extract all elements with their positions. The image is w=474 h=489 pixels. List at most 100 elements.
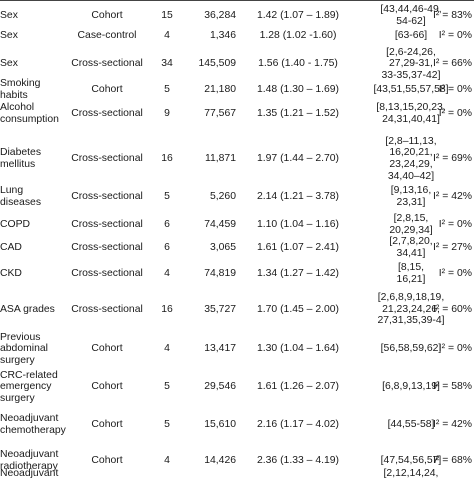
references-cell: [2,7,8,20, 34,41] — [370, 236, 452, 259]
risk-factor-cell-line: Neoadjuvant — [0, 413, 59, 425]
references-cell-line: 34,41] — [396, 247, 426, 259]
risk-factor-cell-line: consumption — [0, 114, 59, 125]
heterogeneity-cell-text: I² = 0% — [438, 218, 472, 230]
odds-ratio-cell: 1.34 (1.27 – 1.42) — [246, 259, 350, 289]
references-cell-line: [6,8,9,13,19] — [382, 381, 440, 393]
risk-factor-cell-line: CRC-related — [0, 369, 58, 381]
study-design-cell-text: Cross-sectional — [71, 303, 143, 315]
study-count-cell-text: 6 — [164, 241, 170, 253]
study-count-cell-text: 34 — [161, 58, 173, 70]
top-rule — [0, 0, 474, 1]
risk-factor-cell-line: ASA grades — [0, 303, 55, 315]
study-count-cell: 5 — [152, 406, 182, 444]
study-design-cell: Cohort — [62, 444, 152, 478]
risk-factor-cell: Lung diseases — [0, 181, 62, 213]
risk-factor-cell-line: COPD — [0, 218, 31, 230]
study-count-cell: 9 — [152, 99, 182, 129]
references-cell: [56,58,59,62] — [370, 330, 452, 368]
population-cell: 29,546 — [186, 368, 236, 406]
heterogeneity-cell — [420, 459, 474, 489]
references-cell: [2,8,15, 20,29,34] — [370, 213, 452, 236]
references-cell-line: 23,24,29, — [389, 159, 433, 170]
risk-factor-cell: CRC-related emergency surgery — [0, 368, 62, 406]
study-design-cell: Cross-sectional — [62, 259, 152, 289]
odds-ratio-cell: 1.61 (1.26 – 2.07) — [246, 368, 350, 406]
population-cell-text: 1,346 — [209, 30, 236, 42]
heterogeneity-cell: I² = 0% — [420, 213, 474, 236]
references-cell-line: [2,6,8,9,18,19, — [377, 292, 445, 304]
references-cell-line: 16,21] — [396, 274, 426, 285]
risk-factor-cell-line: CAD — [0, 241, 22, 253]
heterogeneity-cell-text: I² = 0% — [438, 268, 472, 280]
references-cell: [6,8,9,13,19] — [370, 368, 452, 406]
risk-factor-cell-line: Alcohol — [0, 102, 35, 114]
references-cell-line: 27,29-31, — [389, 58, 433, 70]
odds-ratio-cell-text: 1.70 (1.45 – 2.00) — [256, 303, 340, 315]
study-design-cell-text: Cross-sectional — [71, 191, 143, 203]
risk-factor-cell-line: abdominal — [0, 343, 48, 355]
study-count-cell-text: 16 — [161, 303, 173, 315]
odds-ratio-cell: 1.48 (1.30 – 1.69) — [246, 81, 350, 99]
odds-ratio-cell: 1.61 (1.07 – 2.41) — [246, 236, 350, 259]
risk-factor-cell-line: CKD — [0, 268, 22, 280]
references-cell: [2,6,8,9,18,19, 21,23,24,26, 27,31,35,39-4… — [370, 289, 452, 330]
references-cell-line: [2,8,15, — [393, 212, 429, 224]
heterogeneity-cell: I² = 69% — [420, 137, 474, 181]
references-cell-line: 34,40–42] — [387, 170, 435, 182]
references-cell-line: [9,13,16, — [390, 185, 432, 197]
heterogeneity-cell-text: I² = 69% — [433, 153, 472, 165]
references-cell-line: 27,31,35,39-4] — [377, 315, 445, 327]
references-cell-line: 20,29,34] — [389, 224, 433, 236]
heterogeneity-cell: I² = 83% — [420, 2, 474, 30]
study-design-cell-text: Cohort — [91, 84, 123, 96]
heterogeneity-cell: I² = 42% — [420, 181, 474, 213]
population-cell: 36,284 — [186, 2, 236, 30]
study-design-cell-text: Cohort — [91, 381, 123, 393]
population-cell-text: 21,180 — [204, 84, 236, 96]
population-cell-text: 77,567 — [204, 108, 236, 120]
odds-ratio-cell: 1.70 (1.45 – 2.00) — [246, 289, 350, 330]
risk-factor-cell-line: radiotherapy — [0, 461, 58, 472]
study-count-cell: 16 — [152, 289, 182, 330]
study-count-cell: 5 — [152, 368, 182, 406]
references-cell-line: [43,51,55,57,58] — [373, 84, 449, 96]
heterogeneity-cell: I² = 58% — [420, 368, 474, 406]
study-design-cell-text: Cohort — [91, 419, 123, 431]
heterogeneity-cell: I² = 42% — [420, 406, 474, 444]
population-cell-text: 13,417 — [204, 343, 236, 355]
odds-ratio-cell-text: 1.10 (1.04 – 1.16) — [256, 218, 340, 230]
references-cell: [2,6-24,26, 27,29-31, 33-35,37-42] — [370, 47, 452, 81]
references-cell-line: [2,8–11,13, — [385, 135, 437, 147]
population-cell: 11,871 — [186, 137, 236, 181]
population-cell — [186, 459, 236, 489]
references-cell-line: 33-35,37-42] — [381, 69, 441, 81]
heterogeneity-cell: I² = 27% — [420, 236, 474, 259]
study-design-cell: Cohort — [62, 330, 152, 368]
odds-ratio-cell-text: 2.36 (1.33 – 4.19) — [256, 455, 340, 467]
risk-factor-cell-line: emergency — [0, 381, 52, 393]
population-cell: 145,509 — [186, 47, 236, 81]
study-design-cell: Cohort — [62, 406, 152, 444]
population-cell: 35,727 — [186, 289, 236, 330]
population-cell-text: 5,260 — [209, 191, 236, 203]
study-count-cell-text: 4 — [164, 455, 170, 467]
study-design-cell: Cohort — [62, 368, 152, 406]
heterogeneity-cell-text: I² = 83% — [433, 10, 472, 22]
study-count-cell — [152, 459, 182, 489]
odds-ratio-cell — [246, 459, 350, 489]
risk-factor-cell-line: chemotherapy — [0, 425, 66, 436]
risk-factor-cell-line: Sex — [0, 10, 18, 22]
references-cell: [63-66] — [370, 25, 452, 47]
odds-ratio-cell-text: 2.16 (1.17 – 4.02) — [256, 419, 340, 431]
table-row: Sex Cohort 15 36,284 1.42 (1.07 – 1.89) [43,4… — [0, 2, 474, 30]
odds-ratio-cell-text: 1.30 (1.04 – 1.64) — [256, 343, 340, 355]
study-count-cell: 4 — [152, 25, 182, 47]
study-count-cell-text: 16 — [161, 153, 173, 165]
population-cell: 14,426 — [186, 444, 236, 478]
table-row: COPD Cross-sectional 6 74,459 1.10 (1.04 – 1… — [0, 213, 474, 236]
study-design-cell: Cross-sectional — [62, 236, 152, 259]
risk-factor-cell: CKD — [0, 259, 62, 289]
risk-factor-cell: Sex — [0, 25, 62, 47]
odds-ratio-cell: 1.28 (1.02 -1.60) — [246, 25, 350, 47]
odds-ratio-cell: 1.35 (1.21 – 1.52) — [246, 99, 350, 129]
